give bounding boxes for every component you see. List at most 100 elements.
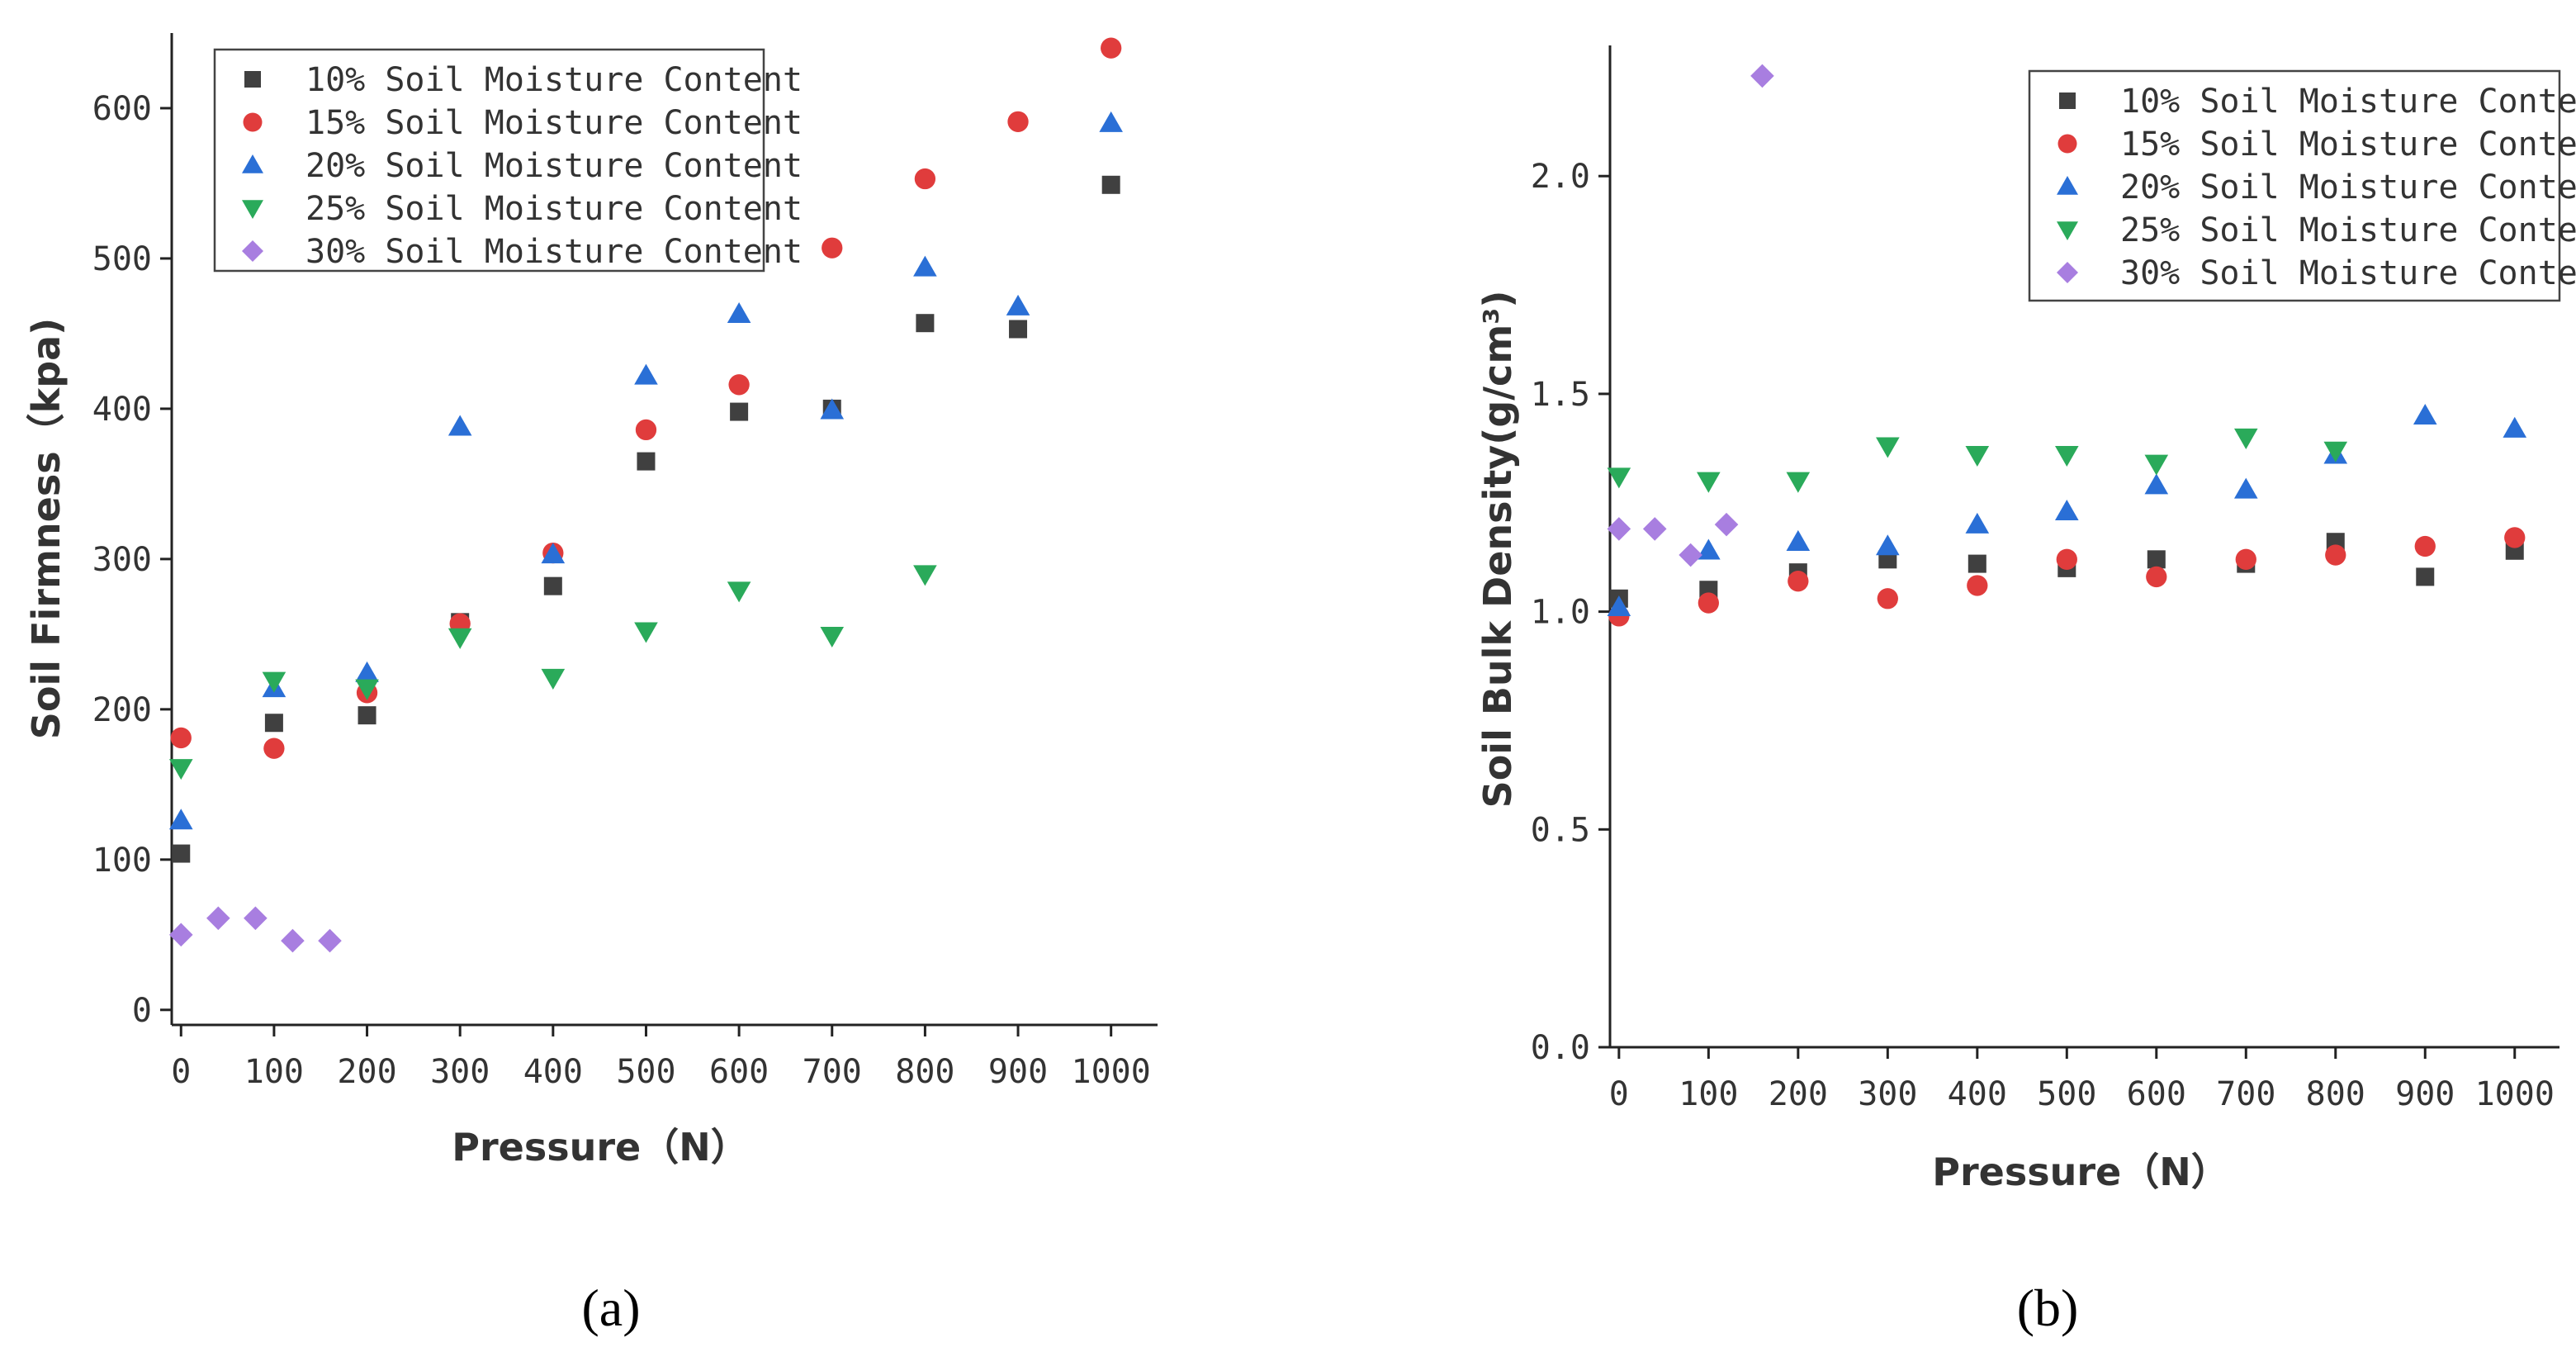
legend-box — [213, 48, 765, 273]
data-point — [727, 581, 751, 603]
y-tick-label: 100 — [92, 842, 152, 880]
data-point — [1876, 437, 1900, 458]
chart-b-y-ticks: 0.0 0.5 1.0 1.5 2.0 — [1531, 158, 1610, 1067]
x-tick-label: 500 — [616, 1053, 675, 1091]
chart-b-axes — [1608, 45, 2559, 1049]
chart-b-points — [1607, 64, 2527, 627]
legend-marker — [2057, 262, 2078, 283]
data-point — [1750, 64, 1774, 88]
chart-a: 0 100 200 300 400 500 600 700 800 900 1000 0 100 200… — [24, 33, 1158, 1337]
data-point — [913, 565, 937, 586]
y-tick-label: 200 — [92, 691, 152, 729]
data-point — [262, 671, 286, 693]
legend-label: 10% Soil Moisture Content — [305, 61, 803, 99]
data-point — [634, 363, 658, 385]
legend-marker — [242, 154, 263, 173]
data-point — [1607, 517, 1631, 541]
x-tick-label: 0 — [1609, 1075, 1629, 1113]
data-point — [1968, 554, 1986, 573]
x-tick-label: 600 — [709, 1053, 769, 1091]
data-point — [2416, 567, 2435, 586]
x-tick-label: 100 — [1679, 1075, 1738, 1113]
data-point — [2414, 535, 2436, 557]
panel-label-a: (a) — [581, 1278, 640, 1337]
legend-marker — [2059, 92, 2076, 109]
data-point — [281, 928, 305, 953]
legend-marker — [243, 112, 263, 132]
data-point — [913, 255, 937, 277]
x-tick-label: 800 — [895, 1053, 954, 1091]
x-tick-label: 300 — [1858, 1075, 1917, 1113]
x-tick-label: 700 — [803, 1053, 862, 1091]
data-point — [822, 237, 843, 258]
chart-b: 0 100 200 300 400 500 600 700 800 900 1000 0.0 0.5 1… — [1475, 45, 2576, 1337]
data-point — [1786, 529, 1811, 551]
x-tick-label: 400 — [523, 1053, 583, 1091]
data-point — [2055, 500, 2079, 521]
legend-label: 30% Soil Moisture Content — [305, 233, 803, 271]
data-point — [2147, 550, 2166, 569]
y-tick-label: 0.0 — [1531, 1029, 1590, 1067]
chart-b-y-axis-label: Soil Bulk Density(g/cm³) — [1475, 291, 1520, 809]
data-point — [1965, 512, 1990, 534]
data-point — [1876, 534, 1900, 556]
legend-marker — [242, 240, 263, 262]
data-point — [820, 626, 845, 647]
x-tick-label: 900 — [2395, 1075, 2455, 1113]
data-point — [1788, 571, 1809, 592]
x-tick-label: 200 — [1769, 1075, 1828, 1113]
data-point — [728, 374, 750, 396]
data-point — [1714, 512, 1739, 537]
x-tick-label: 500 — [2037, 1075, 2096, 1113]
data-point — [168, 809, 193, 830]
data-point — [1642, 517, 1667, 541]
data-point — [1965, 446, 1990, 467]
data-point — [264, 714, 283, 733]
x-tick-label: 400 — [1948, 1075, 2007, 1113]
x-tick-label: 1000 — [2475, 1075, 2555, 1113]
chart-b-x-axis-label: Pressure（N） — [1932, 1150, 2229, 1194]
legend-label: 25% Soil Moisture Content — [2120, 211, 2576, 249]
data-point — [172, 844, 191, 863]
chart-a-x-axis-label: Pressure（N） — [452, 1125, 749, 1169]
legend-marker — [242, 200, 263, 219]
data-point — [355, 679, 379, 700]
data-point — [541, 543, 566, 564]
legend-label: 25% Soil Moisture Content — [305, 190, 803, 228]
x-tick-label: 600 — [2127, 1075, 2186, 1113]
legend-label: 20% Soil Moisture Content — [2120, 168, 2576, 206]
data-point — [168, 759, 193, 780]
data-point — [1101, 37, 1122, 59]
data-point — [168, 923, 193, 947]
data-point — [1786, 472, 1811, 493]
panel-label-b: (b) — [2017, 1278, 2079, 1337]
legend-label: 30% Soil Moisture Content — [2120, 254, 2576, 292]
data-point — [820, 398, 845, 420]
chart-a-legend: 10% Soil Moisture Content 15% Soil Moistu… — [213, 48, 803, 273]
y-tick-label: 0.5 — [1531, 811, 1590, 849]
data-point — [541, 668, 566, 690]
data-point — [447, 415, 472, 436]
data-point — [727, 301, 751, 324]
legend-label: 15% Soil Moisture Content — [305, 104, 803, 142]
data-point — [1698, 592, 1719, 614]
data-point — [1607, 595, 1631, 617]
y-tick-label: 1.0 — [1531, 594, 1590, 632]
x-tick-label: 300 — [430, 1053, 490, 1091]
y-tick-label: 600 — [92, 90, 152, 128]
data-point — [2055, 446, 2079, 467]
data-point — [730, 402, 749, 421]
data-point — [2325, 544, 2346, 566]
data-point — [2144, 473, 2169, 495]
legend-marker — [2057, 221, 2078, 240]
x-tick-label: 200 — [337, 1053, 396, 1091]
data-point — [634, 622, 658, 643]
data-point — [2146, 566, 2167, 588]
data-point — [1099, 111, 1123, 132]
data-point — [2233, 477, 2258, 499]
legend-marker — [2057, 134, 2077, 154]
y-tick-label: 300 — [92, 541, 152, 579]
data-point — [1679, 543, 1702, 567]
data-point — [2235, 548, 2256, 570]
